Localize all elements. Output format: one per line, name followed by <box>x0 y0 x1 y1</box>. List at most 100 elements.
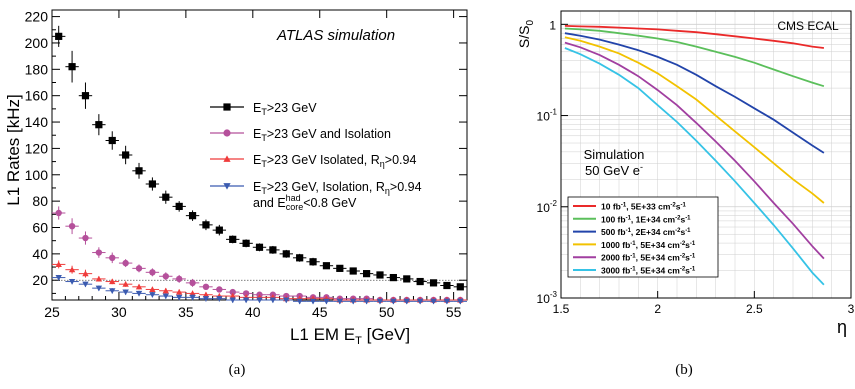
marker-triangle-down <box>229 297 236 304</box>
marker-triangle-up <box>149 286 156 293</box>
caption-b: (b) <box>675 362 693 378</box>
marker-square <box>443 281 451 290</box>
legend-text: E <box>253 127 261 141</box>
y-axis-label: L1 Rates [kHz] <box>4 94 23 206</box>
y-tick-label-b: 10-1 <box>537 108 558 124</box>
y-tick-label: 120 <box>25 140 49 156</box>
marker-square <box>229 235 237 243</box>
marker-circle <box>162 273 169 280</box>
marker-square <box>362 270 371 278</box>
y-tick-label: 140 <box>25 114 49 130</box>
legend-text: >0.94 <box>390 180 422 194</box>
marker-triangle-down <box>175 294 183 301</box>
legend-sub: T <box>261 107 267 117</box>
marker-triangle-down <box>283 297 290 304</box>
marker-triangle-up <box>55 261 62 267</box>
legend-text-b: s <box>685 253 690 263</box>
legend-text-b: s <box>685 240 690 250</box>
marker-square <box>202 221 210 229</box>
annotation-sup: - <box>640 162 643 172</box>
legend-text-b: 100 fb <box>601 214 626 224</box>
legend-sub: T <box>261 133 267 143</box>
legend-label-a-extra: and Ehad core<0.8 GeV <box>253 193 357 212</box>
marker-circle <box>82 234 89 242</box>
series-line-b-4 <box>564 41 825 260</box>
legend-text: <0.8 GeV <box>303 196 357 210</box>
legend-text-b: s <box>685 266 690 276</box>
legend-text-b: , 1E+34 cm <box>631 214 676 224</box>
x-axis-label-b: η <box>837 317 847 337</box>
chart-a-atlas-rates: 25 30 35 40 45 50 55 20 40 60 80 100 120 140 160 180 200… <box>4 9 468 347</box>
x-tick-label: 50 <box>379 304 395 320</box>
marker-square <box>135 167 143 175</box>
y-tick-exp: -3 <box>550 290 558 299</box>
chart-title-a: ATLAS simulation <box>276 27 395 44</box>
marker-circle <box>202 283 210 291</box>
legend-text-b: 3000 fb <box>601 266 630 276</box>
marker-square <box>322 262 331 270</box>
marker-triangle-up <box>122 280 129 287</box>
caption-a: (a) <box>229 362 246 378</box>
marker-triangle-down <box>202 296 210 302</box>
y-tick-label: 180 <box>25 61 49 77</box>
legend-text: >0.94 <box>385 153 417 167</box>
legend-text: and E <box>253 196 286 210</box>
legend-text: E <box>253 153 261 167</box>
legend-sup-b: -2 <box>670 203 676 209</box>
legend-text-b: , 2E+34 cm <box>631 227 676 237</box>
x-tick-label-b: 2.5 <box>746 302 763 316</box>
legend-text-b: , 5E+34 cm <box>636 253 681 263</box>
legend-sup-b: -1 <box>626 228 632 234</box>
y-tick-label: 20 <box>32 272 48 288</box>
marker-circle <box>216 286 223 293</box>
y-tick-base: 10 <box>537 201 551 215</box>
legend-sub: T <box>261 186 267 196</box>
marker-triangle-up <box>162 287 169 294</box>
legend-sub: η <box>380 159 385 169</box>
x-tick-label: 40 <box>245 304 261 320</box>
legend-sup-b: -1 <box>630 241 636 247</box>
marker-triangle-down <box>309 298 317 305</box>
y-tick-label-b: 1 <box>549 18 556 32</box>
marker-triangle-down <box>55 275 62 281</box>
marker-circle <box>189 279 196 287</box>
legend-label-b: 500 fb-1, 2E+34 cm-2s-1 <box>601 227 691 237</box>
marker-circle <box>149 269 156 276</box>
marker-square <box>68 63 76 71</box>
y-tick-label-b: 10-3 <box>537 290 558 306</box>
legend-text: >23 GeV Isolated, R <box>267 153 380 167</box>
marker-triangle-down <box>122 289 129 296</box>
y-tick-exp: -1 <box>550 108 558 117</box>
marker-circle <box>175 275 183 283</box>
legend-sup-b: -2 <box>680 254 686 260</box>
marker-square <box>122 151 130 159</box>
marker-triangle-down <box>82 281 89 288</box>
legend-label-b: 2000 fb-1, 5E+34 cm-2s-1 <box>601 253 696 263</box>
legend-sup-b: -1 <box>630 267 636 273</box>
legend-text: >23 GeV and Isolation <box>267 127 391 141</box>
marker-triangle-down <box>242 297 250 304</box>
marker-square <box>296 254 304 262</box>
series-line-b-5 <box>564 47 825 286</box>
marker-triangle-down <box>216 296 223 302</box>
legend-label-a: ET>23 GeV and Isolation <box>253 127 391 143</box>
y-tick-base: 10 <box>537 292 551 306</box>
y-axis-label-b-main: S/S <box>516 25 532 48</box>
legend-sup-b: -2 <box>680 241 686 247</box>
legend-sup-b: -1 <box>685 228 691 234</box>
legend-label-b: 100 fb-1, 1E+34 cm-2s-1 <box>601 214 691 224</box>
marker-square <box>188 212 197 220</box>
legend-text: >23 GeV, Isolation, R <box>267 180 385 194</box>
plot-frame-b <box>560 10 852 299</box>
marker-triangle-down <box>403 298 410 305</box>
marker-circle <box>95 249 103 256</box>
x-tick-label-b: 2 <box>654 302 661 316</box>
marker-triangle-up <box>82 270 89 277</box>
marker-triangle-up <box>189 290 196 296</box>
legend-label-a: ET>23 GeV <box>253 101 317 117</box>
marker-square <box>403 275 411 283</box>
x-axis-label: L1 EM ET [GeV] <box>290 325 410 347</box>
